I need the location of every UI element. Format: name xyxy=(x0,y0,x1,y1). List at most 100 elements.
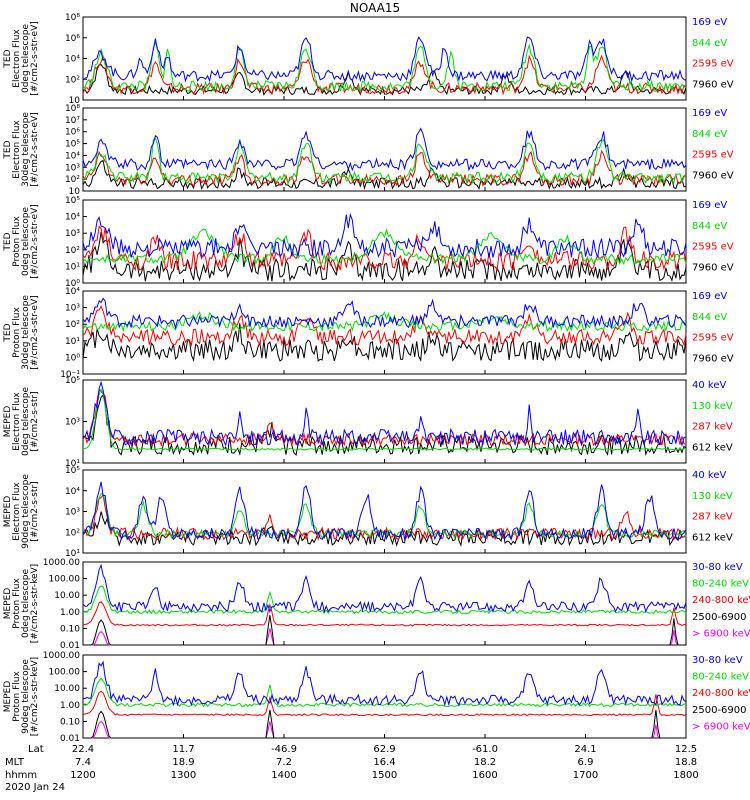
y-tick-label: 10⁵ xyxy=(65,376,80,386)
y-label-line: Electron Flux xyxy=(12,120,22,179)
y-tick-label: 10² xyxy=(65,246,80,256)
legend-entry: 7960 eV xyxy=(692,353,734,364)
y-tick-label: 10² xyxy=(65,320,80,330)
x-tick-hhmm: 1600 xyxy=(472,770,497,781)
legend-entry: > 6900 keV xyxy=(692,721,750,732)
legend-entry: 240-800 keV xyxy=(692,595,750,606)
x-tick-mlt: 18.2 xyxy=(474,757,496,768)
y-tick-label: 10⁵ xyxy=(65,466,80,476)
legend-entry: 612 keV xyxy=(692,532,733,543)
y-label-line: TED xyxy=(3,140,13,159)
x-tick-hhmm: 1300 xyxy=(171,770,196,781)
x-tick-hhmm: 1500 xyxy=(372,770,397,781)
y-label-line: MEPED xyxy=(3,588,13,620)
x-tick-mlt: 7.4 xyxy=(75,757,91,768)
legend-entry: 130 keV xyxy=(692,491,733,502)
legend-entry: 80-240 keV xyxy=(692,672,749,683)
x-tick-lat: 62.9 xyxy=(373,744,395,755)
series-line xyxy=(82,149,687,187)
legend-entry: 169 eV xyxy=(692,200,727,211)
y-label-line: [#/cm2-s-str-eV] xyxy=(30,295,40,370)
y-axis-label: TED Electron Flux 30deg telescope [#/cm2-s-… xyxy=(3,112,40,187)
legend-entry: 40 keV xyxy=(692,380,726,391)
y-label-line: TED xyxy=(3,232,13,251)
y-tick-label: 1000.00 xyxy=(43,558,80,568)
y-label-line: 0deg telescope xyxy=(21,207,31,277)
y-tick-label: 10¹ xyxy=(65,337,80,347)
legend-entry: 844 eV xyxy=(692,221,727,232)
series-line xyxy=(82,297,687,330)
series-line xyxy=(82,232,687,282)
legend-entry: 287 keV xyxy=(692,422,733,433)
x-tick-mlt: 18.8 xyxy=(675,757,697,768)
y-label-line: MEPED xyxy=(3,681,13,713)
figure-title: NOAA15 xyxy=(350,1,400,15)
y-label-line: 0deg telescope xyxy=(21,387,31,457)
legend-entry: 30-80 keV xyxy=(692,562,743,573)
y-tick-label: 10⁰ xyxy=(65,353,80,363)
legend-entry: 2595 eV xyxy=(692,242,734,253)
y-tick-label: 10⁵ xyxy=(65,140,80,150)
legend-entry: 169 eV xyxy=(692,291,727,302)
y-label-line: 90deg telescope xyxy=(21,474,31,549)
x-tick-hhmm: 1400 xyxy=(271,770,296,781)
y-label-line: [#/cm2-s-str-eV] xyxy=(30,21,40,96)
legend-entry: 169 eV xyxy=(692,17,727,28)
x-tick-lat: 24.1 xyxy=(574,744,596,755)
y-label-line: Electron Flux xyxy=(12,392,22,451)
y-axis-label: TED Electron Flux 0deg telescope [#/cm2-s-s… xyxy=(3,21,40,96)
legend-entry: 40 keV xyxy=(692,470,726,481)
y-tick-label: 1.00 xyxy=(60,608,80,618)
series-line xyxy=(82,305,687,347)
series-line xyxy=(82,660,687,707)
y-tick-label: 1000.00 xyxy=(43,651,80,661)
y-tick-label: 10¹ xyxy=(65,262,80,272)
legend-entry: 130 keV xyxy=(692,401,733,412)
y-tick-label: 10¹ xyxy=(65,459,80,469)
panel-6: 10¹ 10² 10³ 10⁴ 10⁵ MEPED Electron Flux 90deg t… xyxy=(3,466,733,559)
legend-entry: 7960 eV xyxy=(692,79,734,90)
legend-entry: > 6900 keV xyxy=(692,628,750,639)
legend-entry: 2500-6900 xyxy=(692,705,747,716)
y-label-line: Proton Flux xyxy=(12,578,22,629)
series-line xyxy=(82,54,687,96)
series-line xyxy=(82,585,687,615)
y-tick-label: 10³ xyxy=(65,304,80,314)
y-tick-label: 10⁴ xyxy=(65,287,80,297)
series-line xyxy=(82,311,687,333)
y-tick-label: 0.01 xyxy=(60,641,80,651)
y-tick-label: 10³ xyxy=(65,418,80,428)
legend-entry: 287 keV xyxy=(692,512,733,523)
x-axis-labels: Lat MLT hhmm 2020 Jan 24 22.4 7.4 1200 11.7… xyxy=(5,744,699,793)
series-line xyxy=(82,323,687,363)
y-tick-label: 10¹ xyxy=(65,549,80,559)
y-tick-label: 1.00 xyxy=(60,701,80,711)
legend-entry: 30-80 keV xyxy=(692,655,743,666)
legend-entry: 612 keV xyxy=(692,442,733,453)
panel-1: 10 10² 10⁴ 10⁶ 10⁸ TED Electron Flux 0deg teles… xyxy=(3,13,734,106)
x-tick-mlt: 6.9 xyxy=(578,757,594,768)
legend-entry: 2595 eV xyxy=(692,150,734,161)
y-axis-label: TED Proton Flux 30deg telescope [#/cm2-s-st… xyxy=(3,295,40,370)
y-label-line: [#/cm2-s-str-eV] xyxy=(30,112,40,187)
series-line xyxy=(82,690,687,717)
series-line xyxy=(82,677,687,708)
x-tick-lat: -46.9 xyxy=(271,744,297,755)
row-label-hhmm: hhmm xyxy=(5,770,37,781)
y-label-line: Proton Flux xyxy=(12,216,22,267)
x-tick-lat: 12.5 xyxy=(675,744,697,755)
y-tick-label: 0.10 xyxy=(60,624,80,634)
y-tick-label: 10 xyxy=(69,96,81,106)
y-tick-label: 100.00 xyxy=(49,575,81,585)
y-tick-label: 10² xyxy=(65,175,80,185)
y-label-line: [#/cm2-s-str] xyxy=(30,391,40,451)
y-tick-label: 10.00 xyxy=(54,591,80,601)
row-label-mlt: MLT xyxy=(5,757,25,768)
y-tick-label: 10⁷ xyxy=(65,116,80,126)
y-tick-label: 10⁴ xyxy=(65,487,80,497)
legend-entry: 844 eV xyxy=(692,38,727,49)
y-tick-label: 10³ xyxy=(65,163,80,173)
y-tick-label: 10⁶ xyxy=(65,128,80,138)
y-tick-label: 10⁰ xyxy=(65,279,80,289)
